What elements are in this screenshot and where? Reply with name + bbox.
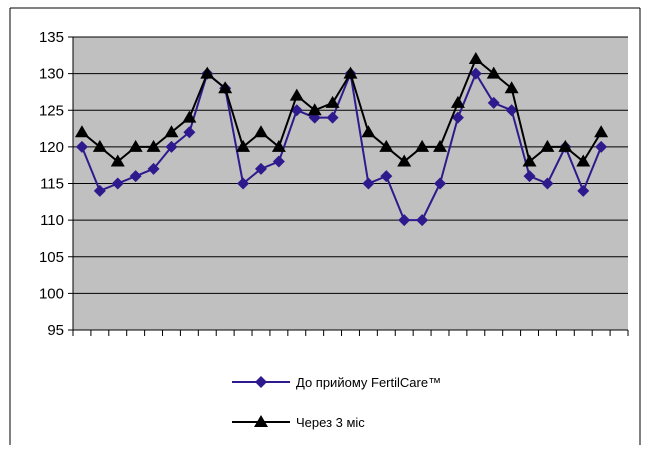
data-point-s1-3 xyxy=(111,177,124,190)
data-point-s2-2 xyxy=(92,139,107,152)
data-point-s1-17 xyxy=(362,177,375,190)
data-point-s2-27 xyxy=(540,139,555,152)
data-point-s2-16 xyxy=(343,66,358,79)
data-point-s1-19 xyxy=(398,214,411,227)
series-2 xyxy=(74,51,609,167)
y-tick-label-95: 95 xyxy=(47,322,64,339)
data-point-s2-18 xyxy=(379,139,394,152)
legend-label-before: До прийому FertilCare™ xyxy=(296,375,441,390)
y-tick-label-115: 115 xyxy=(40,176,64,193)
legend-marker-triangle xyxy=(254,415,268,427)
data-point-s2-30 xyxy=(594,125,609,138)
data-point-s2-1 xyxy=(74,125,89,138)
data-point-s2-24 xyxy=(486,66,501,79)
data-point-s1-5 xyxy=(147,162,160,175)
data-point-s2-19 xyxy=(397,154,412,167)
series-line-1 xyxy=(81,69,603,222)
data-point-s2-4 xyxy=(128,139,143,152)
data-point-s1-18 xyxy=(380,170,393,183)
data-point-s1-10 xyxy=(237,177,250,190)
legend-marker-diamond xyxy=(255,376,267,388)
data-point-s1-6 xyxy=(165,140,178,153)
series-layer xyxy=(74,51,609,227)
data-point-s1-29 xyxy=(577,184,590,197)
data-point-s2-10 xyxy=(236,139,251,152)
data-point-s1-20 xyxy=(416,214,429,227)
data-point-s1-11 xyxy=(254,162,267,175)
legend-item-before: До прийому FertilCare™ xyxy=(232,375,441,390)
data-point-s1-7 xyxy=(183,126,196,139)
data-point-s1-23 xyxy=(469,67,482,80)
data-point-s1-1 xyxy=(75,140,88,153)
data-point-s1-21 xyxy=(434,177,447,190)
legend-item-after: Через 3 міс xyxy=(232,415,365,430)
data-point-s2-7 xyxy=(182,110,197,123)
y-axis-ticks: 95 100 105 110 115 120 125 130 135 xyxy=(39,29,73,339)
legend: До прийому FertilCare™ Через 3 міс xyxy=(232,375,441,430)
data-point-s1-26 xyxy=(523,170,536,183)
data-point-s2-23 xyxy=(468,51,483,64)
data-point-s2-20 xyxy=(415,139,430,152)
data-point-s2-14 xyxy=(307,103,322,116)
x-axis-ticks xyxy=(72,330,629,336)
data-point-s1-30 xyxy=(595,140,608,153)
data-point-s1-22 xyxy=(451,111,464,124)
data-point-s2-8 xyxy=(200,66,215,79)
data-point-s2-25 xyxy=(504,81,519,94)
data-point-s2-17 xyxy=(361,125,376,138)
data-point-s1-24 xyxy=(487,96,500,109)
y-tick-label-100: 100 xyxy=(39,285,64,302)
data-point-s1-4 xyxy=(129,170,142,183)
data-point-s2-15 xyxy=(325,95,340,108)
y-tick-label-105: 105 xyxy=(39,249,64,266)
y-tick-label-110: 110 xyxy=(40,212,64,229)
data-point-s1-15 xyxy=(326,111,339,124)
data-point-s2-13 xyxy=(289,88,304,101)
y-tick-label-135: 135 xyxy=(39,29,64,46)
y-tick-label-125: 125 xyxy=(39,102,64,119)
y-tick-label-130: 130 xyxy=(39,66,64,83)
data-point-s2-6 xyxy=(164,125,179,138)
data-point-s2-28 xyxy=(558,139,573,152)
data-point-s1-12 xyxy=(272,155,285,168)
data-point-s1-27 xyxy=(541,177,554,190)
y-tick-label-120: 120 xyxy=(39,139,64,156)
data-point-s2-9 xyxy=(218,81,233,94)
data-point-s1-13 xyxy=(290,104,303,117)
data-point-s2-11 xyxy=(253,125,268,138)
data-point-s2-12 xyxy=(271,139,286,152)
data-point-s2-22 xyxy=(450,95,465,108)
data-point-s2-5 xyxy=(146,139,161,152)
data-point-s1-2 xyxy=(93,184,106,197)
data-point-s1-25 xyxy=(505,104,518,117)
data-point-s2-3 xyxy=(110,154,125,167)
data-point-s2-26 xyxy=(522,154,537,167)
legend-label-after: Через 3 міс xyxy=(296,415,365,430)
data-point-s2-21 xyxy=(433,139,448,152)
data-point-s2-29 xyxy=(576,154,591,167)
